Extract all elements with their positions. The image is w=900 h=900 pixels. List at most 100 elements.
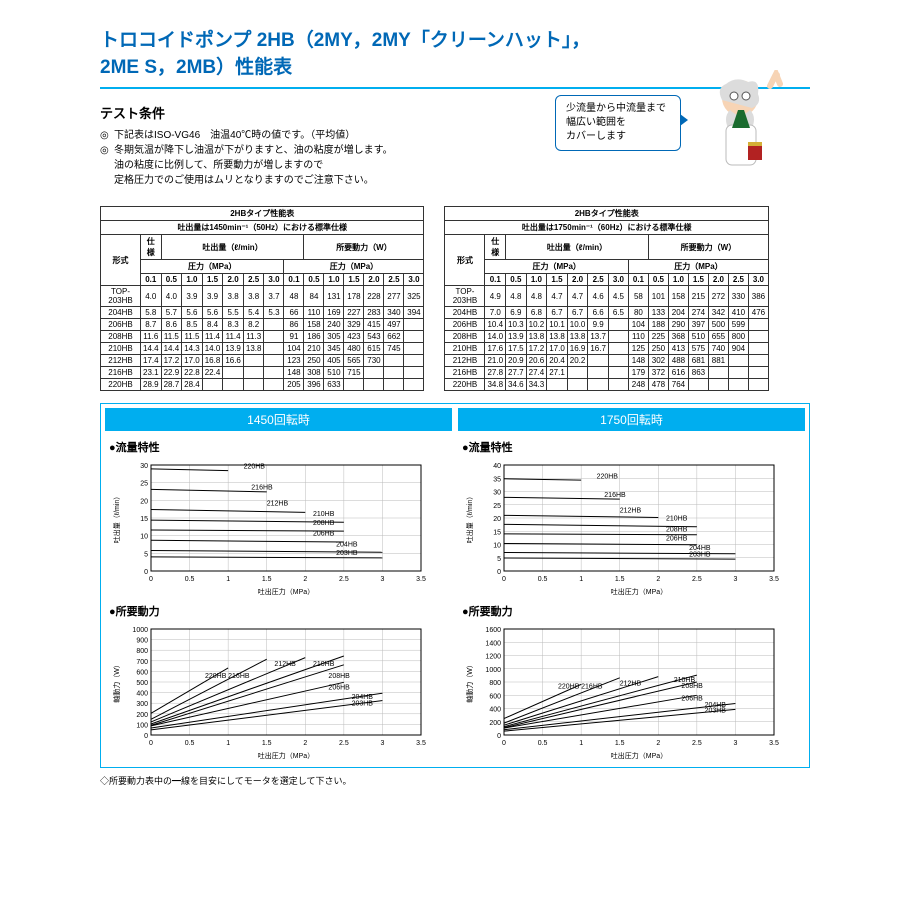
performance-table-50hz: 2HBタイプ性能表吐出量は1450min⁻¹（50Hz）における標準仕様形式仕様… [100, 206, 424, 391]
svg-text:210HB: 210HB [313, 511, 335, 518]
rpm-header-1450: 1450回転時 [105, 408, 452, 431]
svg-text:3.5: 3.5 [416, 740, 426, 747]
svg-text:5: 5 [144, 552, 148, 559]
svg-text:200: 200 [136, 712, 148, 719]
svg-text:1: 1 [226, 576, 230, 583]
svg-text:216HB: 216HB [251, 485, 273, 492]
svg-text:15: 15 [140, 516, 148, 523]
svg-text:0: 0 [144, 733, 148, 740]
svg-text:3: 3 [733, 576, 737, 583]
performance-table-60hz: 2HBタイプ性能表吐出量は1750min⁻¹（60Hz）における標準仕様形式仕様… [444, 206, 768, 391]
svg-text:25: 25 [140, 481, 148, 488]
svg-text:0.5: 0.5 [538, 576, 548, 583]
svg-text:400: 400 [136, 691, 148, 698]
svg-text:100: 100 [136, 723, 148, 730]
svg-text:1000: 1000 [485, 667, 501, 674]
svg-text:吐出圧力（MPa）: 吐出圧力（MPa） [258, 587, 314, 596]
svg-text:35: 35 [493, 476, 501, 483]
svg-text:1: 1 [226, 740, 230, 747]
svg-text:208HB: 208HB [313, 520, 335, 527]
svg-text:軸動力（W）: 軸動力（W） [465, 661, 474, 703]
flow-chart-1750: 051015202530354000.511.522.533.5220HB216… [462, 457, 782, 597]
svg-text:1200: 1200 [485, 654, 501, 661]
svg-text:0: 0 [149, 576, 153, 583]
svg-text:20: 20 [493, 516, 501, 523]
svg-text:206HB: 206HB [328, 685, 350, 692]
svg-text:2.5: 2.5 [692, 740, 702, 747]
svg-text:1.5: 1.5 [615, 576, 625, 583]
svg-text:212HB: 212HB [274, 661, 296, 668]
svg-text:25: 25 [493, 503, 501, 510]
svg-text:吐出量（ℓ/min）: 吐出量（ℓ/min） [112, 493, 121, 544]
power-chart-title: ●所要動力 [109, 603, 448, 619]
svg-text:軸動力（W）: 軸動力（W） [112, 661, 121, 703]
svg-text:500: 500 [136, 680, 148, 687]
svg-text:15: 15 [493, 529, 501, 536]
svg-text:2.5: 2.5 [339, 740, 349, 747]
svg-text:203HB: 203HB [352, 701, 374, 708]
svg-text:600: 600 [489, 693, 501, 700]
svg-text:203HB: 203HB [689, 552, 711, 559]
svg-text:30: 30 [493, 490, 501, 497]
svg-text:0: 0 [502, 576, 506, 583]
svg-text:30: 30 [140, 463, 148, 470]
svg-text:212HB: 212HB [620, 508, 642, 515]
svg-text:800: 800 [136, 648, 148, 655]
svg-text:0.5: 0.5 [538, 740, 548, 747]
svg-text:1.5: 1.5 [615, 740, 625, 747]
svg-text:0: 0 [502, 740, 506, 747]
svg-text:210HB: 210HB [313, 661, 335, 668]
svg-text:3.5: 3.5 [769, 576, 779, 583]
rpm-header-1750: 1750回転時 [458, 408, 805, 431]
svg-text:2.5: 2.5 [339, 576, 349, 583]
svg-text:206HB: 206HB [313, 531, 335, 538]
svg-text:200: 200 [489, 720, 501, 727]
flow-chart-1450: 05101520253000.511.522.533.5220HB216HB21… [109, 457, 429, 597]
svg-text:2: 2 [303, 740, 307, 747]
svg-text:700: 700 [136, 659, 148, 666]
svg-text:208HB: 208HB [328, 673, 350, 680]
svg-text:2: 2 [656, 740, 660, 747]
svg-text:吐出量（ℓ/min）: 吐出量（ℓ/min） [465, 493, 474, 544]
svg-text:216HB: 216HB [604, 492, 626, 499]
svg-text:212HB: 212HB [620, 681, 642, 688]
svg-text:220HB: 220HB [597, 473, 619, 480]
svg-text:1.5: 1.5 [262, 576, 272, 583]
svg-text:900: 900 [136, 638, 148, 645]
svg-text:吐出圧力（MPa）: 吐出圧力（MPa） [258, 751, 314, 760]
svg-text:40: 40 [493, 463, 501, 470]
power-chart-1450: 0100200300400500600700800900100000.511.5… [109, 621, 429, 761]
speech-bubble: 少流量から中流量まで 幅広い範囲を カバーします [555, 95, 681, 151]
svg-text:203HB: 203HB [336, 550, 358, 557]
svg-text:203HB: 203HB [705, 708, 727, 715]
svg-text:800: 800 [489, 680, 501, 687]
svg-text:1: 1 [579, 740, 583, 747]
svg-text:208HB: 208HB [666, 526, 688, 533]
svg-text:220HB: 220HB [205, 673, 227, 680]
svg-text:3: 3 [733, 740, 737, 747]
power-chart-1750: 0200400600800100012001400160000.511.522.… [462, 621, 782, 761]
svg-text:10: 10 [140, 534, 148, 541]
footnote: ◇所要動力表中の━線を目安にしてモータを選定して下さい。 [100, 774, 810, 787]
svg-text:2: 2 [303, 576, 307, 583]
svg-text:1: 1 [579, 576, 583, 583]
svg-text:3: 3 [380, 740, 384, 747]
svg-text:10: 10 [493, 543, 501, 550]
svg-text:208HB: 208HB [681, 683, 703, 690]
flow-chart-title: ●流量特性 [109, 439, 448, 455]
svg-text:0.5: 0.5 [185, 740, 195, 747]
svg-text:2.5: 2.5 [692, 576, 702, 583]
svg-text:1000: 1000 [132, 627, 148, 634]
svg-text:2: 2 [656, 576, 660, 583]
svg-text:0: 0 [144, 569, 148, 576]
svg-text:0: 0 [497, 569, 501, 576]
charts-panel: 1450回転時 ●流量特性 05101520253000.511.522.533… [100, 403, 810, 768]
svg-text:400: 400 [489, 707, 501, 714]
svg-text:吐出圧力（MPa）: 吐出圧力（MPa） [611, 587, 667, 596]
svg-text:3: 3 [380, 576, 384, 583]
svg-text:20: 20 [140, 499, 148, 506]
svg-text:0: 0 [497, 733, 501, 740]
svg-text:220HB: 220HB [558, 684, 580, 691]
svg-text:220HB: 220HB [244, 464, 266, 471]
svg-text:212HB: 212HB [267, 501, 289, 508]
